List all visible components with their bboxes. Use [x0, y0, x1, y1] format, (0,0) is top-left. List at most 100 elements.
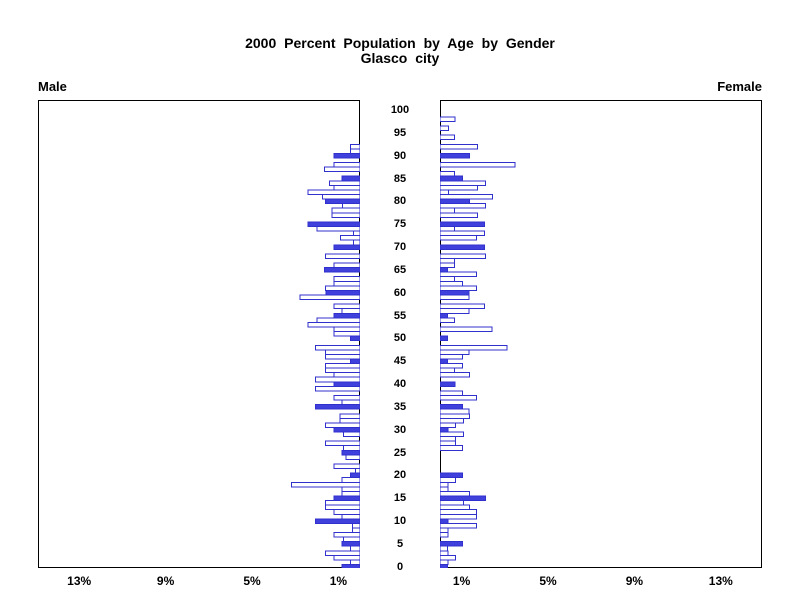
- age-tick-65: 65: [393, 263, 407, 276]
- bar-male-age-85: [341, 175, 360, 182]
- age-tick-0: 0: [396, 560, 404, 573]
- bar-female-age-57: [440, 303, 485, 310]
- bar-male-age-74: [316, 225, 360, 232]
- bar-female-age-7: [440, 532, 449, 538]
- bar-female-age-65: [440, 267, 449, 273]
- chart-title-line2: Glasco city: [360, 50, 440, 66]
- bar-female-age-34: [440, 408, 470, 415]
- bar-male-age-78: [331, 207, 360, 214]
- bar-female-age-79: [440, 203, 486, 209]
- bar-male-age-40: [333, 381, 360, 387]
- age-tick-45: 45: [393, 355, 407, 368]
- bar-female-age-43: [440, 367, 456, 374]
- bar-male-age-31: [324, 422, 360, 428]
- bar-male-age-4: [349, 545, 360, 552]
- bar-female-age-0: [440, 564, 449, 568]
- bar-female-age-40: [440, 381, 456, 387]
- age-tick-25: 25: [393, 446, 407, 459]
- bar-male-age-87: [323, 166, 360, 173]
- bar-female-age-16: [440, 490, 471, 497]
- bar-male-age-17: [341, 486, 360, 492]
- bar-male-age-61: [324, 285, 360, 291]
- bar-male-age-14: [324, 500, 360, 506]
- bar-male-age-84: [328, 180, 360, 186]
- bar-male-age-33: [339, 413, 360, 419]
- bar-female-age-90: [440, 152, 471, 159]
- bar-female-age-55: [440, 312, 449, 319]
- bar-female-age-38: [440, 390, 464, 397]
- bar-female-age-42: [440, 372, 471, 378]
- bar-male-age-90: [333, 152, 360, 159]
- bar-male-age-42: [333, 372, 360, 378]
- bar-female-age-2: [440, 554, 457, 561]
- bar-male-age-47: [324, 349, 360, 355]
- bar-female-age-73: [440, 230, 485, 237]
- bar-male-age-25: [341, 449, 360, 456]
- bar-female-age-29: [440, 431, 464, 438]
- bar-female-age-32: [440, 417, 464, 424]
- bar-female-age-63: [440, 276, 456, 282]
- bar-male-age-45: [349, 358, 360, 365]
- bar-male-age-13: [324, 504, 360, 511]
- bar-female-age-72: [440, 235, 478, 241]
- bar-male-age-92: [349, 143, 360, 150]
- male-percent-tick-13: 13%: [67, 574, 92, 588]
- bar-male-age-81: [322, 194, 360, 200]
- bar-male-age-63: [333, 276, 360, 282]
- bar-female-age-59: [440, 294, 470, 301]
- bar-female-age-19: [440, 477, 457, 483]
- age-tick-30: 30: [393, 423, 407, 436]
- bar-male-age-2: [333, 554, 360, 561]
- bar-female-age-4: [440, 545, 449, 552]
- bar-male-age-30: [333, 426, 360, 433]
- bar-male-age-10: [315, 518, 360, 524]
- bar-female-age-14: [440, 500, 464, 506]
- female-plot-frame: [440, 100, 762, 568]
- age-tick-5: 5: [396, 537, 404, 550]
- male-percent-tick-5: 5%: [243, 574, 261, 588]
- bar-female-age-45: [440, 358, 449, 365]
- bar-male-age-68: [324, 253, 360, 259]
- bar-female-age-86: [440, 171, 456, 177]
- age-tick-95: 95: [393, 126, 407, 139]
- bar-male-age-75: [307, 221, 360, 227]
- bar-male-age-18: [291, 481, 360, 488]
- bar-female-age-64: [440, 271, 478, 278]
- chart-title-line1: 2000 Percent Population by Age by Gender: [245, 35, 555, 51]
- bar-female-age-47: [440, 349, 470, 355]
- bar-male-age-44: [324, 363, 360, 369]
- bar-female-age-74: [440, 225, 456, 232]
- bar-male-age-41: [315, 376, 360, 383]
- bar-male-age-29: [342, 431, 360, 438]
- bar-male-age-82: [307, 189, 360, 196]
- bar-female-age-15: [440, 495, 486, 502]
- bar-male-age-60: [325, 289, 360, 296]
- bar-male-age-15: [333, 495, 360, 502]
- bar-female-age-61: [440, 285, 478, 291]
- bar-male-age-88: [333, 162, 360, 168]
- bar-male-age-43: [324, 367, 360, 374]
- bar-female-age-82: [440, 189, 450, 196]
- bar-female-age-78: [440, 207, 456, 214]
- bar-female-age-68: [440, 253, 486, 259]
- female-percent-tick-13: 13%: [708, 574, 733, 588]
- bar-female-age-83: [440, 184, 478, 191]
- bar-male-age-50: [349, 335, 360, 342]
- bar-female-age-17: [440, 486, 449, 492]
- bar-female-age-75: [440, 221, 485, 227]
- bar-female-age-77: [440, 212, 478, 218]
- age-tick-15: 15: [393, 492, 407, 505]
- bar-male-age-62: [333, 280, 360, 287]
- bar-female-age-27: [440, 440, 457, 447]
- male-percent-tick-9: 9%: [156, 574, 175, 588]
- bar-female-age-13: [440, 504, 471, 511]
- age-tick-70: 70: [393, 241, 407, 254]
- bar-male-age-53: [307, 321, 360, 328]
- bar-female-age-81: [440, 194, 493, 200]
- bar-female-age-44: [440, 363, 464, 369]
- male-plot-frame: [38, 100, 360, 568]
- age-tick-90: 90: [393, 149, 407, 162]
- female-percent-tick-9: 9%: [625, 574, 644, 588]
- bar-female-age-5: [440, 541, 464, 547]
- age-tick-80: 80: [393, 195, 407, 208]
